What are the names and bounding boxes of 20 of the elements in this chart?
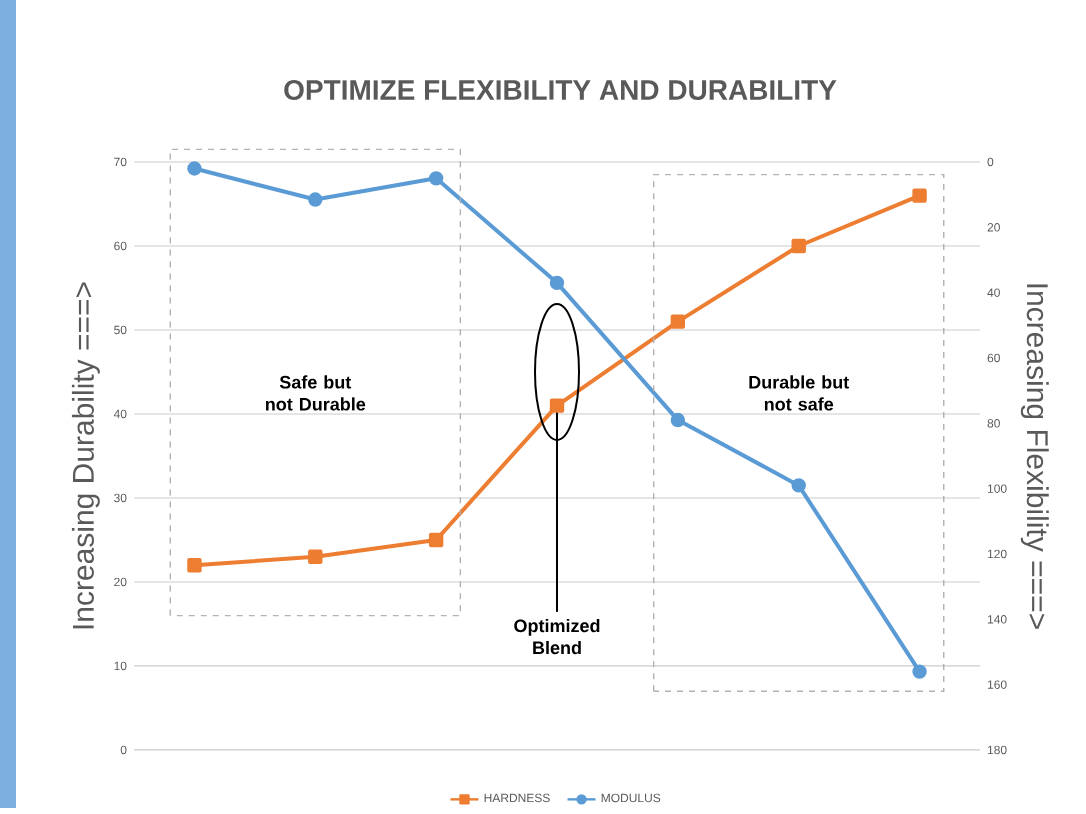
- point: [791, 478, 806, 494]
- point: [428, 171, 444, 186]
- chart-title: OPTIMIZE FLEXIBILITY AND DURABILITY: [284, 80, 837, 101]
- point: [549, 398, 565, 414]
- point: [428, 533, 444, 548]
- y-axis-title: Increasing Durability ===>: [71, 282, 100, 629]
- point: [308, 550, 323, 565]
- point: [308, 192, 323, 208]
- point: [187, 161, 202, 177]
- point: [549, 276, 565, 291]
- point: [670, 413, 686, 428]
- y2-axis-title: Increasing Flexibility ===>: [1020, 284, 1049, 630]
- point: [670, 314, 686, 330]
- annotation: Durable but not safe: [749, 375, 849, 412]
- annotation: Safe but not Durable: [265, 375, 366, 412]
- point: [791, 239, 806, 254]
- annotation: Optimized Blend: [514, 619, 600, 655]
- point: [912, 188, 927, 204]
- point: [912, 664, 927, 680]
- point: [187, 558, 202, 573]
